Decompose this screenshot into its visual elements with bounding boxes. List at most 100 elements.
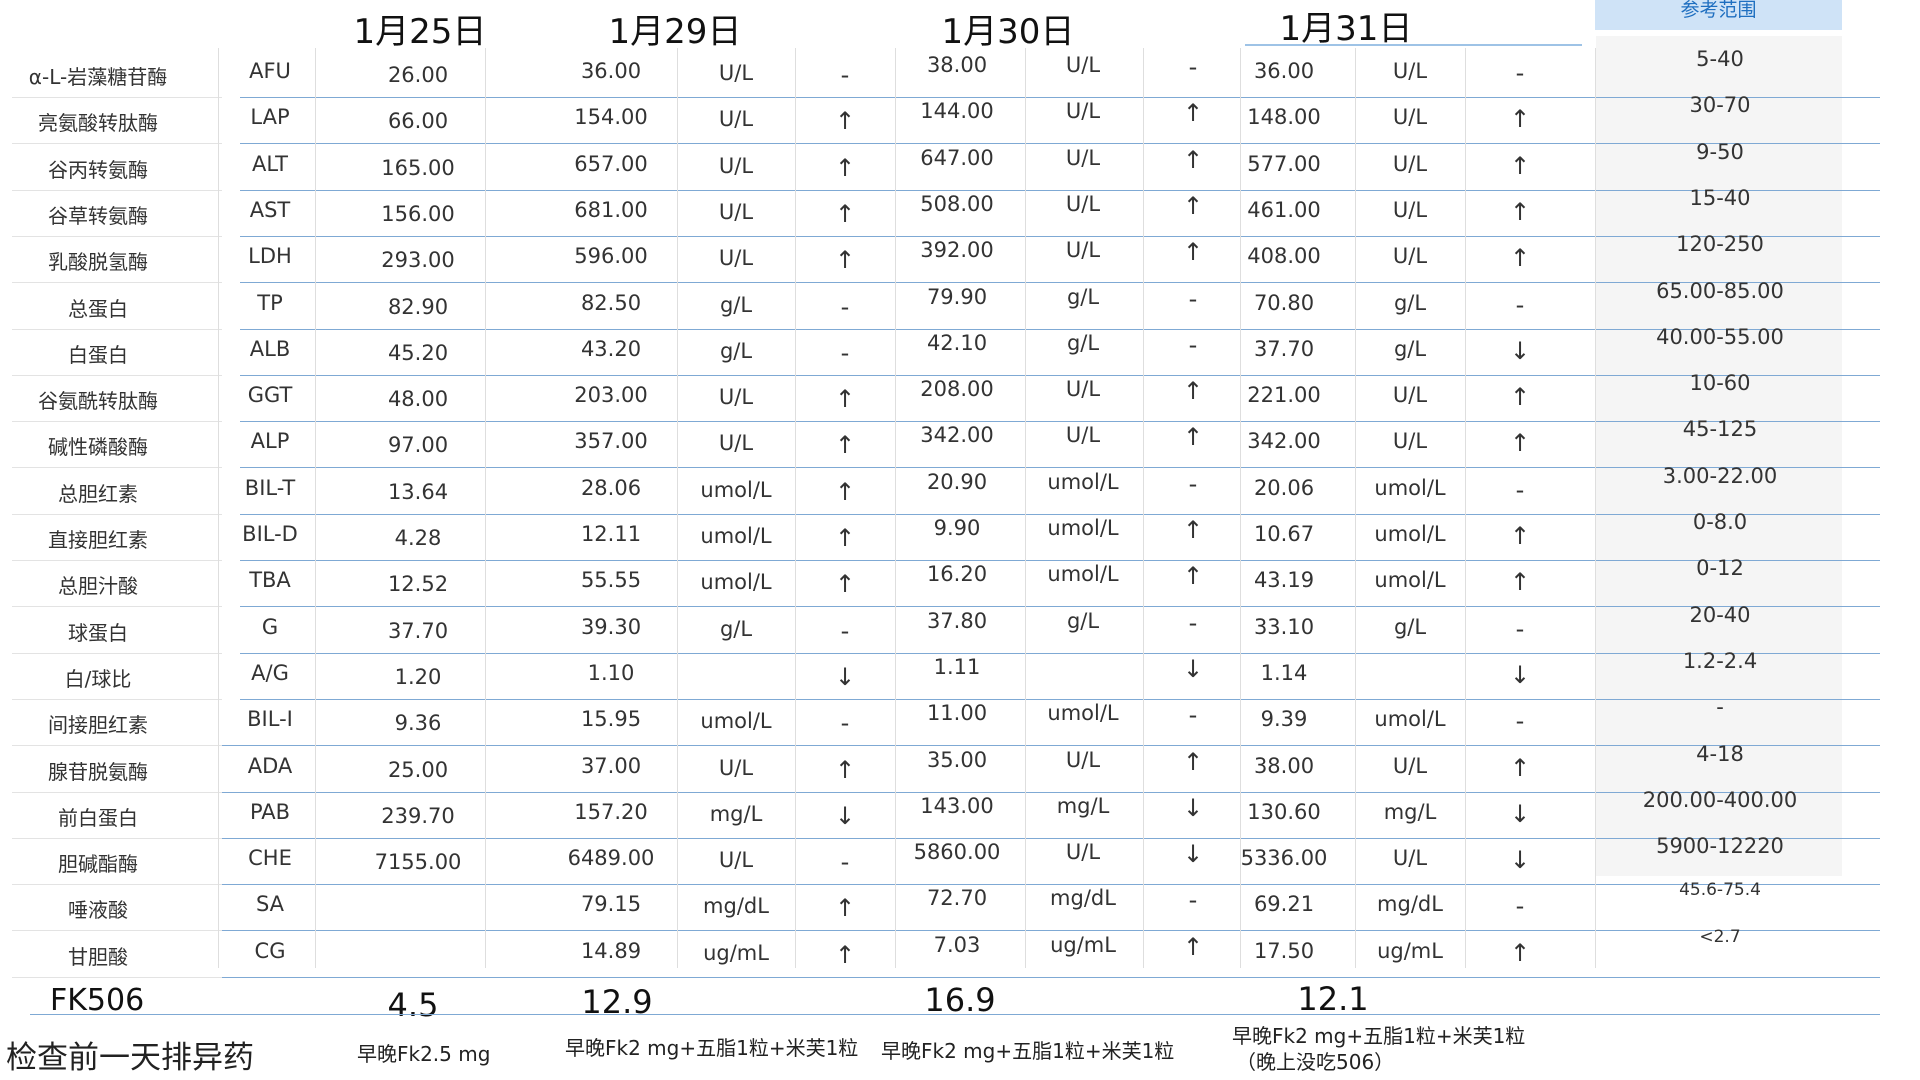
value-jan31: 221.00 bbox=[1247, 383, 1321, 408]
unit-jan29: umol/L bbox=[700, 570, 772, 595]
value-jan31: 38.00 bbox=[1253, 753, 1315, 778]
unit-jan30: g/L bbox=[1066, 284, 1100, 309]
column-divider bbox=[895, 48, 896, 968]
value-jan31: 33.10 bbox=[1253, 614, 1315, 639]
medication-label: 检查前一天排异药 bbox=[6, 1040, 254, 1076]
value-jan25: 12.52 bbox=[387, 572, 449, 597]
flag-jan30: - bbox=[1188, 608, 1198, 637]
value-jan29: 36.00 bbox=[580, 59, 642, 83]
flag-jan31: - bbox=[1515, 707, 1525, 736]
row-divider bbox=[240, 467, 1880, 469]
reference-range: 0-12 bbox=[1696, 556, 1744, 581]
reference-range: 1.2-2.4 bbox=[1682, 648, 1758, 673]
flag-jan31: ↑ bbox=[1509, 383, 1531, 412]
test-name: 乳酸脱氢酶 bbox=[48, 250, 148, 275]
unit-jan29: umol/L bbox=[700, 709, 772, 734]
value-jan31: 342.00 bbox=[1247, 429, 1321, 454]
name-divider bbox=[12, 467, 222, 469]
unit-jan31: mg/dL bbox=[1377, 892, 1443, 917]
flag-jan31: ↓ bbox=[1509, 799, 1531, 828]
value-jan29: 657.00 bbox=[574, 151, 648, 176]
reference-range: 20-40 bbox=[1689, 602, 1751, 627]
flag-jan31: - bbox=[1515, 892, 1525, 921]
flag-jan29: ↑ bbox=[834, 755, 856, 784]
test-code: PAB bbox=[249, 799, 291, 824]
flag-jan31: ↑ bbox=[1509, 522, 1531, 550]
value-jan25: 7155.00 bbox=[374, 850, 462, 875]
unit-jan30: umol/L bbox=[1047, 469, 1119, 494]
flag-jan30: ↑ bbox=[1182, 747, 1204, 776]
reference-range: 0-8.0 bbox=[1692, 510, 1748, 534]
name-divider bbox=[12, 606, 222, 608]
flag-jan30: - bbox=[1188, 284, 1198, 313]
flag-jan31: ↑ bbox=[1509, 568, 1531, 597]
unit-jan30: ug/mL bbox=[1050, 932, 1116, 957]
flag-jan29: ↑ bbox=[834, 524, 856, 552]
name-divider bbox=[12, 560, 222, 561]
value-jan25: 239.70 bbox=[381, 803, 455, 828]
reference-range: 9-50 bbox=[1696, 139, 1744, 164]
flag-jan29: - bbox=[840, 292, 850, 321]
value-jan29: 12.11 bbox=[580, 522, 642, 546]
flag-jan31: ↓ bbox=[1509, 846, 1531, 875]
test-code: GGT bbox=[247, 383, 293, 408]
test-name: 总胆汁酸 bbox=[58, 574, 138, 599]
reference-range-header: 参考范围 bbox=[1595, 0, 1842, 30]
name-divider bbox=[12, 143, 222, 145]
flag-jan31: ↓ bbox=[1509, 660, 1531, 689]
unit-jan31: ug/mL bbox=[1377, 938, 1443, 963]
fk506-label: FK506 bbox=[50, 983, 145, 1018]
reference-range: <2.7 bbox=[1699, 926, 1741, 947]
unit-jan30: mg/L bbox=[1056, 793, 1110, 818]
row-divider bbox=[240, 421, 1880, 423]
unit-jan29: g/L bbox=[719, 338, 753, 363]
date-header-jan31: 1月31日 bbox=[1279, 9, 1413, 49]
value-jan29: 55.55 bbox=[580, 568, 642, 593]
unit-jan30: U/L bbox=[1065, 423, 1101, 448]
value-jan25: 9.36 bbox=[394, 711, 442, 736]
test-name: 谷氨酰转肽酶 bbox=[38, 389, 158, 414]
value-jan25: 1.20 bbox=[394, 664, 442, 689]
flag-jan29: - bbox=[840, 848, 850, 877]
test-code: CHE bbox=[248, 846, 292, 871]
flag-jan29: - bbox=[840, 338, 850, 367]
unit-jan31: umol/L bbox=[1374, 522, 1446, 546]
unit-jan31: U/L bbox=[1392, 753, 1428, 778]
column-divider bbox=[218, 48, 219, 968]
test-code: AST bbox=[249, 197, 291, 222]
test-name: 亮氨酸转肽酶 bbox=[38, 111, 158, 136]
reference-range: 5-40 bbox=[1696, 47, 1744, 71]
flag-jan30: - bbox=[1188, 469, 1198, 498]
flag-jan29: ↓ bbox=[834, 662, 856, 691]
row-divider bbox=[205, 791, 1880, 793]
value-jan25: 37.70 bbox=[387, 618, 449, 643]
unit-jan29: mg/L bbox=[709, 801, 763, 826]
unit-jan30: U/L bbox=[1065, 53, 1101, 77]
date-header-jan25: 1月25日 bbox=[353, 12, 487, 52]
reference-range: 3.00-22.00 bbox=[1662, 463, 1778, 488]
value-jan29: 596.00 bbox=[574, 244, 648, 269]
flag-jan31: - bbox=[1515, 614, 1525, 643]
unit-jan29: umol/L bbox=[700, 524, 772, 548]
value-jan29: 154.00 bbox=[574, 105, 648, 130]
flag-jan30: ↑ bbox=[1182, 99, 1204, 128]
test-name: 白蛋白 bbox=[68, 342, 128, 367]
value-jan29: 39.30 bbox=[580, 614, 642, 639]
value-jan29: 357.00 bbox=[574, 429, 648, 454]
flag-jan31: - bbox=[1515, 290, 1525, 319]
test-name: 谷丙转氨酶 bbox=[48, 157, 148, 182]
unit-jan30: g/L bbox=[1066, 608, 1100, 633]
test-code: SA bbox=[255, 892, 285, 917]
test-name: 总蛋白 bbox=[68, 296, 128, 321]
name-divider bbox=[12, 513, 222, 515]
test-name: 谷草转氨酶 bbox=[48, 203, 148, 228]
flag-jan31: ↓ bbox=[1509, 336, 1531, 365]
unit-jan29: U/L bbox=[718, 199, 754, 224]
unit-jan31: g/L bbox=[1393, 614, 1427, 639]
value-jan29: 43.20 bbox=[580, 336, 642, 361]
value-jan30: 42.10 bbox=[926, 330, 988, 355]
value-jan30: 38.00 bbox=[926, 53, 988, 77]
flag-jan31: ↑ bbox=[1509, 429, 1531, 458]
value-jan30: 508.00 bbox=[920, 191, 994, 216]
flag-jan29: ↑ bbox=[834, 940, 856, 969]
